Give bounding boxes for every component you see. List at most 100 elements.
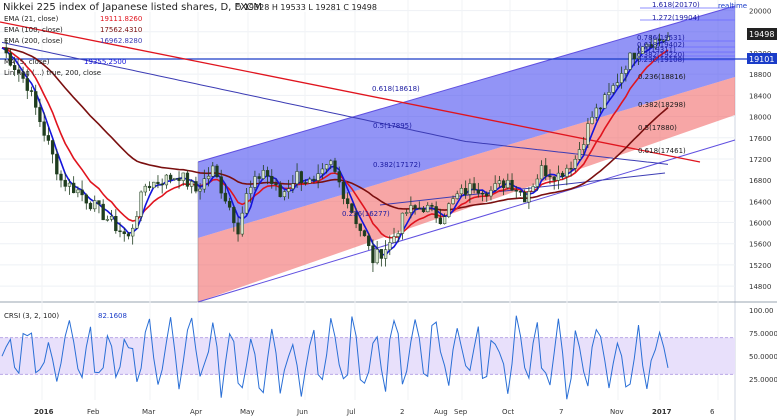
- candle-body: [552, 176, 556, 181]
- candle-body: [345, 198, 350, 205]
- time-label-3: Apr: [190, 408, 202, 416]
- candle-body: [565, 167, 569, 177]
- legend-ema200[interactable]: EMA (200, close) 16962.8280: [4, 37, 142, 45]
- candle-body: [211, 165, 215, 177]
- candle-body: [291, 183, 295, 189]
- candle-body: [594, 107, 598, 118]
- candle-body: [489, 189, 493, 197]
- fib-lower-label-2: 0.382(17172): [373, 161, 421, 169]
- time-label-11: 7: [559, 408, 563, 416]
- fib-lower-label-1: 0.5(17895): [373, 122, 412, 130]
- candle-body: [173, 177, 177, 180]
- candle-body: [573, 158, 577, 169]
- candles: [4, 32, 670, 272]
- candle-body: [560, 172, 565, 177]
- price-tick-4: 18400: [749, 92, 771, 100]
- candle-body: [657, 38, 662, 41]
- candle-body: [55, 153, 59, 175]
- candle-body: [375, 249, 379, 264]
- price-tick-12: 15200: [749, 262, 771, 270]
- svg-text:19101: 19101: [749, 55, 774, 64]
- price-tick-10: 16000: [749, 220, 771, 228]
- price-tick-9: 16400: [749, 198, 771, 206]
- candle-body: [177, 177, 181, 181]
- legend-linreg[interactable]: Lin Reg (...) true, 200, close: [4, 69, 101, 77]
- candle-body: [400, 212, 405, 234]
- candle-body: [80, 189, 84, 196]
- line-price-marker: 19101: [747, 53, 777, 64]
- realtime-label: realtime: [718, 2, 747, 10]
- candle-body: [286, 188, 291, 192]
- candle-body: [97, 200, 101, 205]
- time-label-12: Nov: [610, 408, 624, 416]
- candle-body: [206, 175, 211, 179]
- legend-ema21[interactable]: EMA (21, close) 19111.8260: [4, 15, 142, 23]
- candle-body: [316, 173, 320, 181]
- candle-body: [50, 140, 55, 155]
- candle-body: [615, 82, 620, 86]
- price-tick-0: 20000: [749, 8, 771, 16]
- candle-body: [506, 179, 510, 188]
- candle-body: [341, 181, 346, 199]
- candle-body: [337, 171, 341, 183]
- channel-upper-line: [197, 5, 736, 163]
- candle-body: [577, 149, 582, 160]
- crsi-tick-3: 25.0000: [749, 376, 777, 384]
- candle-body: [295, 171, 299, 185]
- candle-body: [227, 200, 232, 208]
- candle-body: [274, 183, 278, 186]
- time-label-6: Jul: [346, 408, 356, 416]
- candle-body: [649, 44, 653, 48]
- candle-body: [278, 184, 282, 197]
- candle-body: [76, 189, 80, 194]
- candle-body: [59, 173, 63, 181]
- candle-body: [42, 121, 46, 136]
- svg-text:82.1608: 82.1608: [98, 312, 127, 320]
- fib-upper-label-2: 0.786(19531): [637, 34, 685, 42]
- time-label-1: Feb: [87, 408, 100, 416]
- time-label-0: 2016: [34, 408, 54, 416]
- candle-body: [607, 92, 611, 95]
- candle-body: [493, 183, 497, 191]
- fib-right-label-3: 0.618(17461): [638, 147, 686, 155]
- time-label-7: 2: [400, 408, 404, 416]
- candle-body: [88, 202, 93, 210]
- candle-body: [413, 205, 417, 209]
- candle-body: [67, 182, 72, 187]
- candle-body: [135, 216, 139, 229]
- candle-body: [582, 144, 586, 150]
- candle-body: [12, 65, 17, 71]
- svg-text:EMA (21, close): EMA (21, close): [4, 15, 59, 23]
- candle-body: [265, 170, 270, 177]
- candle-body: [438, 217, 443, 225]
- svg-text:EMA (200, close): EMA (200, close): [4, 37, 63, 45]
- price-tick-5: 18000: [749, 114, 771, 122]
- candle-body: [8, 52, 13, 66]
- candle-body: [641, 46, 645, 54]
- fib-upper-label-1: 1.272(19904): [652, 14, 700, 22]
- candle-body: [535, 178, 539, 187]
- candle-body: [611, 85, 615, 93]
- candle-body: [152, 181, 156, 189]
- candle-body: [147, 185, 152, 189]
- candle-body: [215, 165, 219, 177]
- legend-ema100[interactable]: EMA (100, close) 17562.4310: [4, 26, 142, 34]
- candle-body: [236, 222, 240, 235]
- price-tick-6: 17600: [749, 135, 771, 143]
- candle-body: [21, 72, 25, 79]
- candle-body: [109, 215, 114, 220]
- candle-body: [645, 44, 649, 47]
- candle-body: [434, 206, 438, 219]
- candle-body: [539, 165, 544, 180]
- candle-body: [464, 188, 468, 195]
- chart-title: Nikkei 225 index of Japanese listed shar…: [3, 2, 262, 13]
- candle-body: [299, 171, 303, 183]
- price-tick-3: 18800: [749, 71, 771, 79]
- candle-body: [388, 242, 392, 250]
- fib-lower-label-0: 0.618(18618): [372, 85, 420, 93]
- fib-upper-label-4: 0.5(19311): [637, 46, 676, 54]
- candle-body: [442, 216, 447, 225]
- legend-ma5[interactable]: MA (5, close) 19355.2500: [4, 58, 126, 66]
- crsi-header: CRSI (3, 2, 100) 82.1608: [4, 312, 127, 320]
